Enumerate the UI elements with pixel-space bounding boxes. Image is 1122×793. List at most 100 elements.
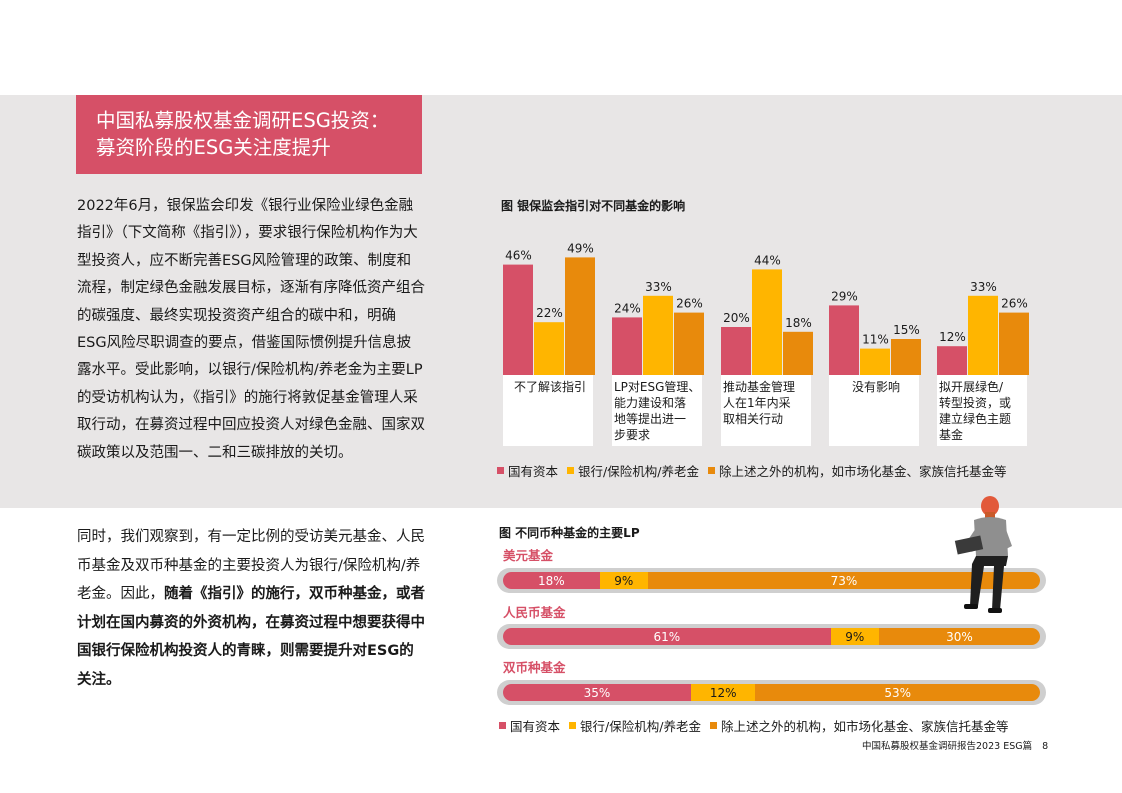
chart2-category-label: 美元基金 <box>503 548 554 563</box>
chart1-category-panel <box>937 375 1027 446</box>
observation-bold-text: 随着《指引》的施行，双币种基金，或者计划在国内募资的外资机构，在募资过程中想要获… <box>77 586 425 688</box>
chart1-category-panel <box>829 375 919 446</box>
chart1-category-label-line: 基金 <box>939 428 964 442</box>
chart1-data-label: 46% <box>505 249 532 263</box>
legend2-label-other: 除上述之外的机构，如市场化基金、家族信托基金等 <box>720 719 1009 734</box>
footer-text: 中国私募股权基金调研报告2023 ESG篇 <box>862 741 1033 752</box>
chart1-data-label: 44% <box>754 253 781 267</box>
chart2-bar-segment: 61% <box>503 628 831 645</box>
section-title-line1: 中国私募股权基金调研ESG投资： <box>96 109 390 132</box>
page-number: 8 <box>1042 741 1049 752</box>
chart2-bar-segment: 18% <box>503 572 600 589</box>
chart2-category-label: 双币种基金 <box>503 660 566 675</box>
person-with-laptop-illustration <box>954 496 1012 613</box>
chart1-bar <box>534 322 564 375</box>
legend2-label-state: 国有资本 <box>510 719 561 734</box>
chart2-legend: 国有资本 银行/保险机构/养老金 除上述之外的机构，如市场化基金、家族信托基金等 <box>499 716 1017 735</box>
chart1-category-label-line: 步要求 <box>614 428 651 442</box>
chart1-category-label-line: 拟开展绿色/ <box>939 380 1004 394</box>
chart1-bar <box>752 269 782 375</box>
chart1-category-label-line: 转型投资，或 <box>939 396 1012 410</box>
legend2-swatch-red <box>499 722 506 729</box>
chart1-data-label: 29% <box>831 289 858 303</box>
chart1-legend: 国有资本 银行/保险机构/养老金 除上述之外的机构，如市场化基金、家族信托基金等 <box>497 461 1015 480</box>
section-title-line2: 募资阶段的ESG关注度提升 <box>96 136 331 159</box>
chart1-category-label: 推动基金管理 人在1年内采 取相关行动 <box>723 379 819 427</box>
chart1-category-panel <box>721 375 811 446</box>
legend2-label-bank: 银行/保险机构/养老金 <box>580 719 701 734</box>
chart1-bar <box>674 312 704 375</box>
legend2-swatch-yellow <box>569 722 577 729</box>
chart1-data-label: 15% <box>893 323 920 337</box>
chart1-category-label: 不了解该指引 <box>505 379 595 395</box>
chart2-stacked-bar: 35% 12% 53% <box>503 684 1040 701</box>
chart1-category-label-line: 不了解该指引 <box>513 380 586 394</box>
chart1-data-label: 11% <box>862 333 889 347</box>
chart1-category-label-line: 地等提出进一 <box>614 412 687 426</box>
chart1-category-label-line: 能力建设和落 <box>614 396 687 410</box>
chart1-data-label: 26% <box>676 297 703 311</box>
chart1-bar <box>968 295 998 375</box>
section-title: 中国私募股权基金调研ESG投资： 募资阶段的ESG关注度提升 <box>76 95 422 174</box>
chart1-category-label: 拟开展绿色/转型投资，或 建立绿色主题 基金 <box>939 379 1035 443</box>
legend-item-other: 除上述之外的机构，如市场化基金、家族信托基金等 <box>707 461 1007 480</box>
chart1-bar <box>999 312 1029 375</box>
chart2-bar-segment: 9% <box>599 572 648 589</box>
legend-label-other: 除上述之外的机构，如市场化基金、家族信托基金等 <box>718 464 1007 479</box>
chart1-data-label: 24% <box>614 301 641 315</box>
chart1-category-label-line: 没有影响 <box>851 380 900 394</box>
chart1-bar <box>721 327 751 375</box>
chart1-category-label-line: 人在1年内采 <box>723 396 791 410</box>
chart2-bar-segment: 53% <box>755 684 1040 701</box>
chart1-bar <box>937 346 967 375</box>
chart1-category-label-line: 推动基金管理 <box>723 380 796 394</box>
chart1-bar <box>783 331 813 375</box>
chart1-bar <box>829 305 859 375</box>
legend-swatch-yellow <box>567 467 575 474</box>
observation-paragraph: 同时，我们观察到，有一定比例的受访美元基金、人民币基金及双币种基金的主要投资人为… <box>77 523 425 694</box>
legend-item-bank: 银行/保险机构/养老金 <box>567 461 699 480</box>
legend2-item-state: 国有资本 <box>499 716 560 735</box>
chart1-bar <box>503 264 533 375</box>
chart1-data-label: 18% <box>785 316 812 330</box>
chart1-data-label: 49% <box>567 241 594 255</box>
chart1-bar <box>612 317 642 375</box>
chart1-bar <box>565 257 595 375</box>
chart2-bar-segment: 12% <box>690 684 756 701</box>
chart1-bar <box>891 339 921 375</box>
chart2-category-label: 人民币基金 <box>503 605 566 620</box>
chart1-category-panel <box>503 375 593 446</box>
chart1-category-panel <box>612 375 702 446</box>
chart1-data-label: 20% <box>723 311 750 325</box>
legend-label-state: 国有资本 <box>508 464 559 479</box>
legend-item-state: 国有资本 <box>497 461 558 480</box>
chart1-data-label: 22% <box>536 306 563 320</box>
legend2-item-bank: 银行/保险机构/养老金 <box>569 716 701 735</box>
chart1-svg: 46% 22% 49% 24% 33% 26% 20% 44% 18% 29% 11% 15% 12% 3… <box>503 241 1029 375</box>
chart1-category-label-line: 建立绿色主题 <box>939 412 1012 426</box>
legend2-item-other: 除上述之外的机构，如市场化基金、家族信托基金等 <box>709 716 1009 735</box>
chart1-data-label: 33% <box>970 280 997 294</box>
chart1-category-label-line: LP对ESG管理、 <box>614 380 701 394</box>
chart1-data-label: 26% <box>1001 297 1028 311</box>
legend-swatch-orange <box>707 467 715 474</box>
chart2-bar-segment: 35% <box>503 684 691 701</box>
intro-paragraph: 2022年6月，银保监会印发《银行业保险业绿色金融指引》（下文简称《指引》），要… <box>77 198 425 461</box>
page-footer: 中国私募股权基金调研报告2023 ESG篇 8 <box>862 738 1048 752</box>
chart1-title: 图 银保监会指引对不同基金的影响 <box>501 199 686 213</box>
chart1-data-label: 33% <box>645 280 672 294</box>
chart1-bar <box>860 348 890 375</box>
chart1-category-label: LP对ESG管理、 能力建设和落 地等提出进一 步要求 <box>614 379 710 443</box>
chart1-category-label-line: 取相关行动 <box>723 412 784 426</box>
legend2-swatch-orange <box>709 722 717 729</box>
legend-label-bank: 银行/保险机构/养老金 <box>578 464 699 479</box>
chart2-stacked-bar: 18% 9% 73% <box>503 572 1040 589</box>
chart2-stacked-bar: 61% 9% 30% <box>503 628 1040 645</box>
observation-normal-text: 同时，我们观察到，有一定比例的受访美元基金、人民币基金及双币种基金的主要投资人为… <box>77 529 425 602</box>
chart2-bar-segment: 30% <box>878 628 1040 645</box>
chart2-bar-segment: 9% <box>830 628 879 645</box>
chart2-title: 图 不同币种基金的主要LP <box>499 526 640 540</box>
chart2-bar-segment: 73% <box>647 572 1040 589</box>
chart1-category-label: 没有影响 <box>831 379 921 395</box>
legend-swatch-red <box>497 467 504 474</box>
